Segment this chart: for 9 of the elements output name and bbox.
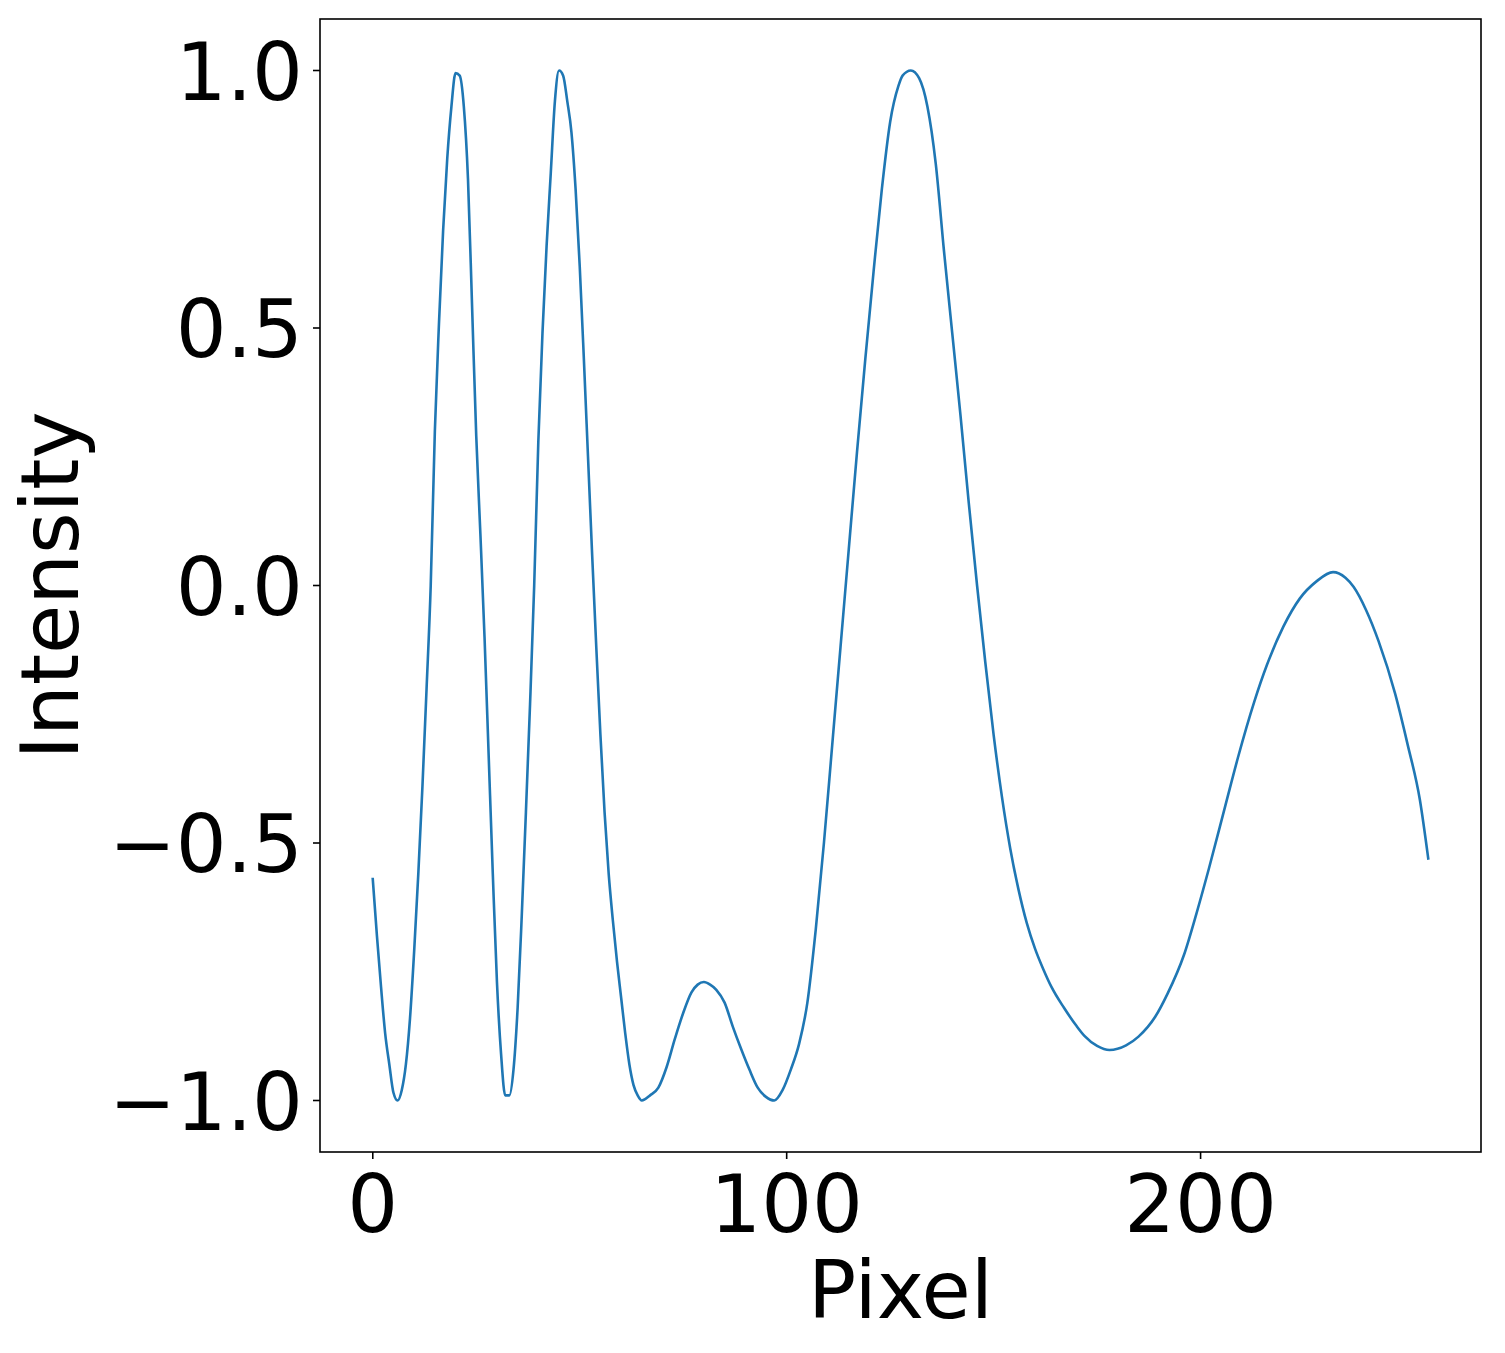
y-tick-label: −1.0 bbox=[108, 1055, 303, 1149]
y-tick-label: 1.0 bbox=[175, 25, 303, 119]
y-tick-label: 0.5 bbox=[175, 283, 303, 376]
x-tick-label: 0 bbox=[347, 1158, 399, 1251]
x-tick-label: 200 bbox=[1124, 1158, 1277, 1251]
y-tick-label: 0.0 bbox=[175, 540, 303, 634]
line-series bbox=[371, 69, 1430, 1102]
y-axis-title: Intensity bbox=[4, 411, 97, 760]
y-tick-label: −0.5 bbox=[108, 798, 303, 891]
